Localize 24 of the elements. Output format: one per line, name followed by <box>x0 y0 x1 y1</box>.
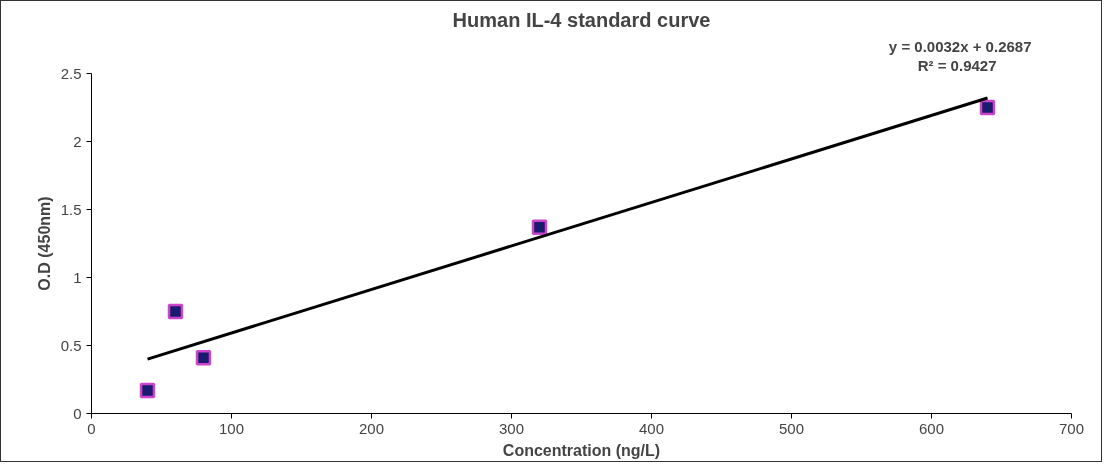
y-tick-label: 1.5 <box>60 200 82 218</box>
point <box>979 99 996 116</box>
x-axis-title: Concentration (ng/L) <box>502 441 661 459</box>
chart-title: Human IL-4 standard curve <box>452 8 711 31</box>
annotation: R² = 0.9427 <box>917 56 997 74</box>
x-tick-label: 300 <box>498 419 525 437</box>
point <box>167 303 184 320</box>
x-tick-label: 0 <box>87 419 96 437</box>
point <box>139 382 156 399</box>
x-tick-label: 500 <box>778 419 805 437</box>
point <box>195 349 212 366</box>
y-tick-label: 2 <box>73 132 82 150</box>
x-tick-label: 100 <box>218 419 245 437</box>
point <box>531 219 548 235</box>
x-tick-label: 700 <box>1058 419 1085 437</box>
y-tick-label: 2.5 <box>60 64 82 82</box>
x-tick-label: 400 <box>638 419 665 437</box>
y-tick-label: 0 <box>73 404 82 422</box>
y-axis-title: O.D (450nm) <box>35 196 53 291</box>
y-tick-label: 0.5 <box>60 336 82 354</box>
text: y = 0.0032x + 0.2687 <box>888 37 1032 55</box>
x-tick-label: 200 <box>358 419 385 437</box>
y-tick-label: 1 <box>73 268 82 286</box>
x-tick-label: 600 <box>918 419 945 437</box>
